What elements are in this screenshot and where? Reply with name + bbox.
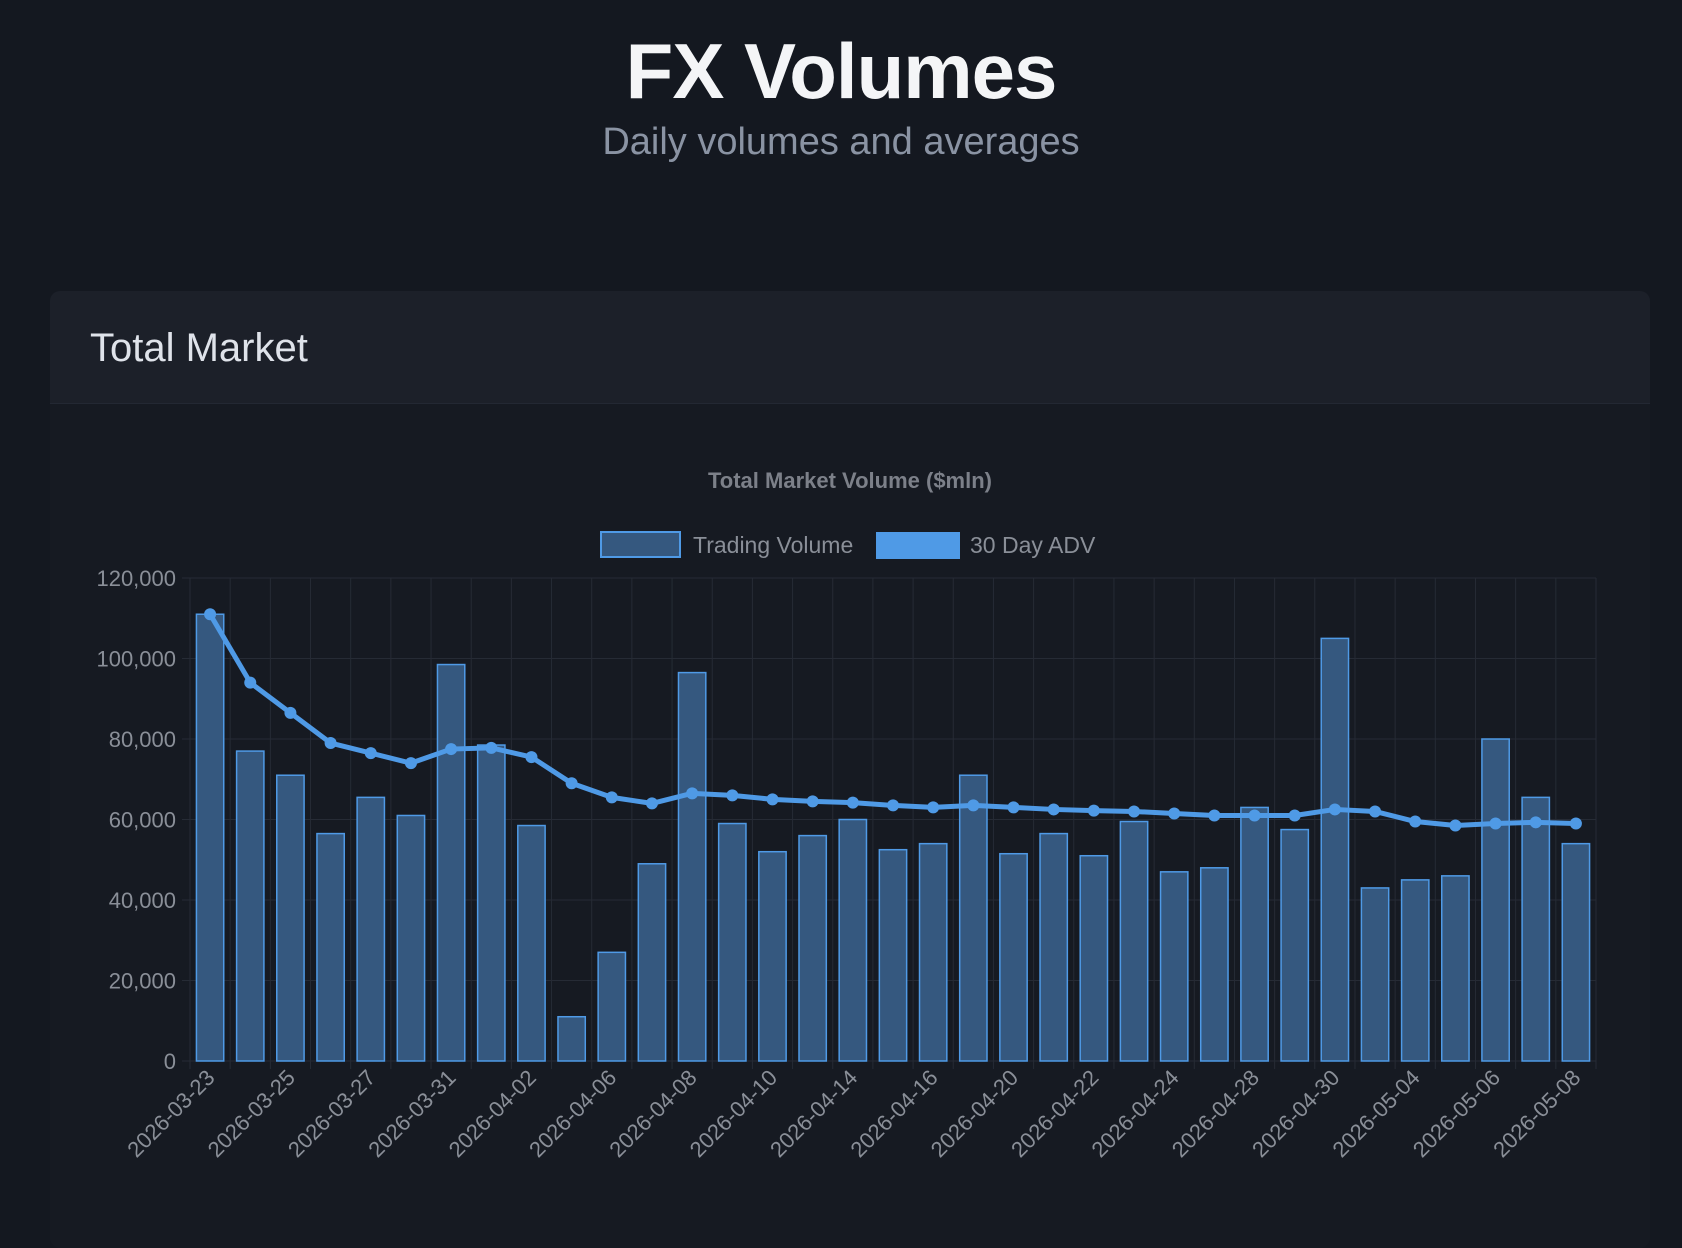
adv-point: [1128, 805, 1141, 818]
trading-volume-bars: [195, 613, 1591, 1062]
adv-point: [1208, 809, 1221, 822]
adv-point: [1369, 805, 1382, 818]
adv-point: [1409, 815, 1422, 828]
adv-point: [485, 741, 498, 754]
trading-volume-bar: [396, 814, 426, 1062]
trading-volume-bar: [1199, 867, 1229, 1062]
trading-volume-bar: [1280, 828, 1310, 1062]
y-tick-label: 100,000: [96, 647, 176, 672]
adv-point: [1569, 817, 1582, 830]
adv-point: [927, 801, 940, 814]
adv-point: [565, 777, 578, 790]
trading-volume-bar: [316, 832, 346, 1062]
adv-point: [1047, 803, 1060, 816]
y-tick-label: 120,000: [96, 566, 176, 591]
trading-volume-bar: [1481, 738, 1510, 1062]
trading-volume-bar: [1400, 879, 1430, 1062]
card-title: Total Market: [90, 326, 308, 370]
y-tick-label: 20,000: [109, 969, 176, 994]
chart-card: Total Market Total Market Volume ($mln) …: [50, 291, 1650, 1248]
x-tick-label: 2026-05-08: [1488, 1065, 1585, 1162]
chart-title: Total Market Volume ($mln): [708, 468, 992, 493]
trading-volume-bar: [1561, 842, 1591, 1062]
adv-point: [284, 706, 297, 719]
adv-point: [244, 676, 257, 689]
adv-point: [766, 793, 779, 806]
adv-point: [364, 747, 377, 760]
page-title: FX Volumes: [625, 27, 1058, 115]
adv-point: [1489, 817, 1502, 830]
adv-point: [1328, 803, 1341, 816]
y-tick-label: 40,000: [109, 888, 176, 913]
trading-volume-bar: [1240, 806, 1269, 1062]
volume-chart: Total Market Volume ($mln) Trading Volum…: [96, 468, 1597, 1162]
legend-swatch-adv: [876, 532, 960, 559]
trading-volume-bar: [517, 824, 546, 1062]
page-subtitle: Daily volumes and averages: [602, 121, 1080, 163]
trading-volume-bar: [637, 863, 667, 1062]
trading-volume-bar: [677, 671, 707, 1062]
adv-point: [967, 799, 980, 812]
trading-volume-bar: [798, 834, 828, 1062]
trading-volume-bar: [1440, 875, 1470, 1062]
trading-volume-bar: [958, 774, 988, 1062]
y-tick-label: 60,000: [109, 808, 176, 833]
trading-volume-bar: [235, 750, 265, 1062]
card-header: Total Market: [50, 291, 1650, 404]
y-axis-ticks: 0 20,000 40,000 60,000 80,000 100,000 120,000: [96, 566, 176, 1074]
trading-volume-bar: [918, 842, 948, 1062]
trading-volume-bar: [597, 951, 627, 1062]
adv-point: [1449, 819, 1462, 832]
chart-legend: Trading Volume 30 Day ADV: [600, 531, 1096, 559]
adv-point: [1529, 816, 1542, 829]
trading-volume-bar: [1320, 637, 1350, 1062]
adv-point: [1288, 809, 1301, 822]
adv-point: [1168, 807, 1181, 820]
adv-point: [525, 751, 538, 764]
trading-volume-bar: [1159, 871, 1189, 1062]
trading-volume-bar: [356, 796, 386, 1062]
adv-point: [204, 608, 217, 621]
trading-volume-bar: [1521, 796, 1551, 1062]
trading-volume-bar: [758, 850, 787, 1062]
adv-point: [605, 791, 618, 804]
adv-point: [404, 757, 417, 770]
adv-point: [645, 797, 658, 810]
y-tick-label: 80,000: [109, 727, 176, 752]
legend-label-adv: 30 Day ADV: [970, 532, 1096, 558]
y-tick-label: 0: [164, 1049, 176, 1074]
adv-point: [726, 789, 739, 802]
adv-point: [1248, 809, 1261, 822]
trading-volume-bar: [1360, 887, 1390, 1062]
legend-swatch-trading-volume: [600, 531, 681, 558]
adv-line: [207, 612, 1576, 829]
adv-point: [806, 795, 819, 808]
trading-volume-bar: [195, 613, 225, 1062]
adv-point: [324, 737, 337, 750]
trading-volume-bar: [436, 663, 466, 1062]
trading-volume-bar: [1039, 832, 1069, 1062]
adv-point: [887, 799, 899, 812]
trading-volume-bar: [878, 848, 908, 1062]
trading-volume-bar: [476, 744, 506, 1062]
adv-point: [686, 787, 699, 800]
adv-point: [1087, 804, 1100, 817]
trading-volume-bar: [557, 1015, 587, 1062]
trading-volume-bar: [276, 774, 305, 1062]
trading-volume-bar: [1119, 820, 1149, 1062]
x-axis-ticks: 2026-03-232026-03-252026-03-272026-03-31…: [122, 1065, 1585, 1162]
adv-point: [1007, 801, 1020, 814]
trading-volume-bar: [1079, 854, 1109, 1062]
legend-label-trading-volume: Trading Volume: [693, 532, 853, 558]
trading-volume-bar: [999, 852, 1028, 1062]
adv-point: [445, 743, 458, 756]
trading-volume-bar: [717, 822, 747, 1062]
trading-volume-bar: [838, 818, 868, 1062]
adv-point: [846, 796, 859, 809]
adv-line-series: [204, 608, 1582, 832]
